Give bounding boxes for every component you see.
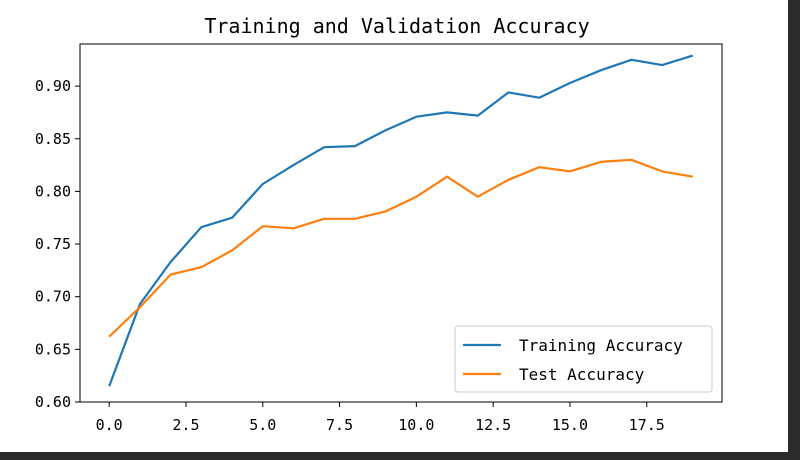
legend-label: Training Accuracy <box>519 336 683 355</box>
x-tick-label: 7.5 <box>326 416 353 434</box>
x-tick-label: 10.0 <box>398 416 434 434</box>
x-tick-label: 0.0 <box>96 416 123 434</box>
y-tick-label: 0.70 <box>35 288 71 306</box>
series-line-training-accuracy <box>108 54 694 387</box>
chart-figure: Training and Validation Accuracy 0.0 2.5 5… <box>0 0 788 452</box>
y-tick-label: 0.75 <box>35 235 71 253</box>
legend-box <box>454 325 713 393</box>
series-lines <box>108 54 694 387</box>
y-tick-label: 0.80 <box>35 182 71 200</box>
x-tick-label: 2.5 <box>172 416 199 434</box>
y-tick-label: 0.65 <box>35 340 71 358</box>
axes-frame <box>79 43 723 403</box>
legend: Training Accuracy Test Accuracy <box>454 325 713 393</box>
series-line-test-accuracy <box>108 158 693 338</box>
y-tick-label: 0.60 <box>35 393 71 411</box>
x-tick-label: 12.5 <box>475 416 511 434</box>
window-border-bottom <box>0 452 800 460</box>
x-tick-label: 5.0 <box>249 416 276 434</box>
x-tick-label: 15.0 <box>552 416 588 434</box>
x-tick-label: 17.5 <box>629 416 665 434</box>
legend-label: Test Accuracy <box>519 365 645 384</box>
y-tick-label: 0.85 <box>35 130 71 148</box>
chart-svg: Training and Validation Accuracy 0.0 2.5 5… <box>35 14 723 434</box>
y-tick-label: 0.90 <box>35 77 71 95</box>
window-border-right <box>788 0 800 460</box>
chart-title: Training and Validation Accuracy <box>204 14 589 38</box>
axis-ticks: 0.0 2.5 5.0 7.5 10.0 12.5 15.0 17.5 0.60 0.65 0.70… <box>35 77 665 434</box>
